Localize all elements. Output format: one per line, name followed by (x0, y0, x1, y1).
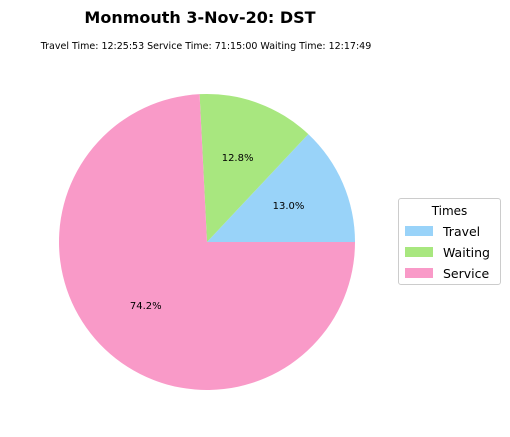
pie-slice-travel (207, 134, 355, 242)
legend-swatch-travel (405, 226, 433, 236)
pie-slice-service (59, 94, 356, 391)
pie-label-travel: 13.0% (273, 201, 305, 212)
chart-title: Monmouth 3-Nov-20: DST (84, 8, 316, 27)
pie-slice-waiting (199, 94, 309, 242)
pie-label-service: 74.2% (130, 301, 162, 312)
pie-label-waiting: 12.8% (222, 153, 254, 164)
chart-subtitle: Travel Time: 12:25:53 Service Time: 71:1… (40, 41, 372, 52)
legend: Times Travel Waiting Service (398, 198, 501, 285)
legend-label-service: Service (443, 266, 490, 281)
legend-label-travel: Travel (443, 224, 481, 239)
legend-swatch-waiting (405, 247, 433, 257)
legend-label-waiting: Waiting (443, 245, 490, 260)
legend-swatch-service (405, 268, 433, 278)
legend-title: Times (431, 204, 468, 218)
